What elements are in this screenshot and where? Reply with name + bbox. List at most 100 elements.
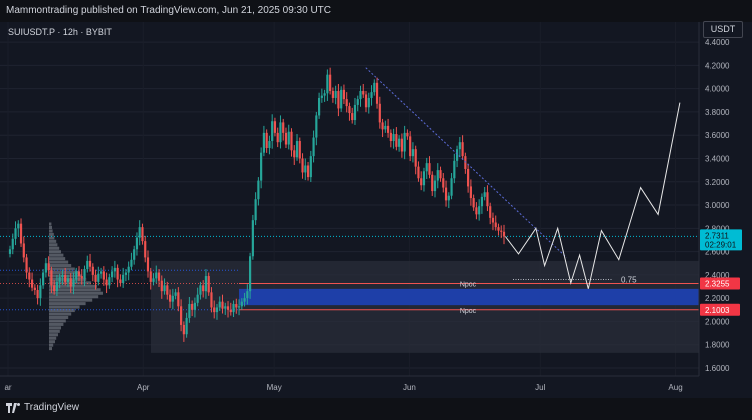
candle-body (138, 227, 141, 238)
npoc-price-text: 2.1003 (705, 306, 730, 315)
candle-body (467, 168, 470, 187)
candle-body (447, 195, 450, 201)
candle-body (381, 122, 384, 130)
time-tick-label: Apr (137, 383, 150, 392)
countdown-text: 02:29:01 (705, 240, 737, 249)
candle-body (22, 243, 25, 258)
chart-symbol-title[interactable]: SUIUSDT.P · 12h · BYBIT (8, 27, 112, 37)
volume-profile-bar (49, 288, 101, 292)
volume-profile-bar (49, 336, 57, 340)
candle-body (240, 301, 243, 307)
candle-body (160, 280, 163, 292)
candle-body (453, 160, 456, 179)
candle-body (232, 303, 235, 313)
candle-body (58, 277, 61, 282)
candle-body (306, 165, 310, 178)
tradingview-brand: TradingView (24, 402, 80, 413)
volume-profile-bar (49, 225, 52, 230)
candle-body (345, 99, 348, 107)
volume-profile-bar (49, 315, 69, 319)
candle-body (257, 180, 260, 200)
price-tick-label: 2.2000 (705, 294, 730, 303)
candle-body (127, 266, 130, 273)
candle-body (196, 294, 199, 303)
candle-body (146, 257, 150, 272)
candle-body (204, 276, 208, 292)
candle-body (141, 227, 144, 242)
volume-profile-bar (49, 257, 66, 261)
candle-body (273, 121, 277, 133)
candle-body (317, 97, 321, 116)
candle-body (309, 156, 312, 178)
candle-body (375, 82, 379, 104)
candle-body (116, 267, 119, 280)
published-info: Mammontrading published on TradingView.c… (6, 5, 332, 16)
candle-body (461, 142, 464, 157)
candle-body (86, 260, 89, 270)
candle-body (331, 90, 334, 98)
price-tick-label: 1.6000 (705, 364, 730, 373)
volume-profile-bar (49, 319, 66, 323)
candle-body (47, 263, 50, 271)
price-tick-label: 3.2000 (705, 178, 730, 187)
candle-body (290, 131, 293, 151)
volume-profile-bar (49, 253, 64, 257)
volume-profile-bar (49, 329, 60, 333)
candle-body (279, 122, 282, 143)
price-tick-label: 4.2000 (705, 61, 730, 70)
time-tick-label: Jul (535, 383, 545, 392)
candle-body (152, 278, 155, 282)
candle-body (133, 249, 136, 260)
time-tick-label: May (267, 383, 282, 392)
volume-profile-bar (49, 312, 72, 316)
candle-body (80, 276, 83, 279)
candle-body (480, 196, 484, 207)
time-tick-label: Aug (668, 383, 682, 392)
price-tick-label: 3.4000 (705, 154, 730, 163)
candle-body (282, 122, 285, 133)
volume-profile-bar (49, 236, 55, 240)
candle-body (458, 142, 461, 150)
candle-body (88, 260, 92, 267)
tradingview-logo-icon (6, 402, 20, 413)
candle-body (249, 256, 252, 292)
candle-body (213, 307, 216, 313)
candle-body (414, 149, 417, 167)
candle-body (122, 274, 125, 284)
projection-path[interactable] (505, 102, 681, 289)
candle-body (124, 272, 128, 275)
candle-body (464, 156, 467, 169)
last-price-text: 2.7311 (705, 231, 729, 240)
volume-profile-bar (49, 305, 80, 309)
candle-body (135, 237, 139, 250)
candle-body (237, 306, 241, 308)
candle-body (265, 132, 268, 149)
volume-profile-bar (49, 222, 52, 226)
candle-body (334, 90, 337, 98)
volume-profile-bar (49, 322, 64, 326)
candle-body (166, 285, 169, 295)
candle-body (254, 199, 257, 221)
candle-body (367, 97, 370, 108)
candle-body (44, 263, 47, 273)
volume-profile-bar (49, 232, 54, 236)
bottom-bar (0, 398, 752, 420)
last-price-badge (700, 229, 742, 251)
currency-button[interactable]: USDT (703, 21, 743, 38)
candle-body (25, 257, 28, 273)
candle-body (287, 131, 290, 145)
candle-body (72, 279, 75, 287)
candle-body (494, 222, 497, 228)
tradingview-logo[interactable]: TradingView (6, 402, 79, 413)
candle-body (337, 90, 340, 109)
volume-profile-bar (49, 264, 72, 268)
volume-profile-bar (49, 347, 52, 351)
candle-body (199, 285, 202, 295)
chart-area[interactable]: Npoc Npoc 0.75 1.6000 1.8000 2.0000 2.2000 2.40… (0, 22, 752, 398)
candle-body (210, 292, 213, 308)
candle-body (97, 273, 100, 282)
candle-body (478, 206, 481, 215)
volume-profile-bar (49, 229, 53, 233)
price-chart[interactable]: Npoc Npoc 0.75 1.6000 1.8000 2.0000 2.2000 2.40… (0, 22, 752, 398)
volume-profile-bar (49, 243, 58, 247)
